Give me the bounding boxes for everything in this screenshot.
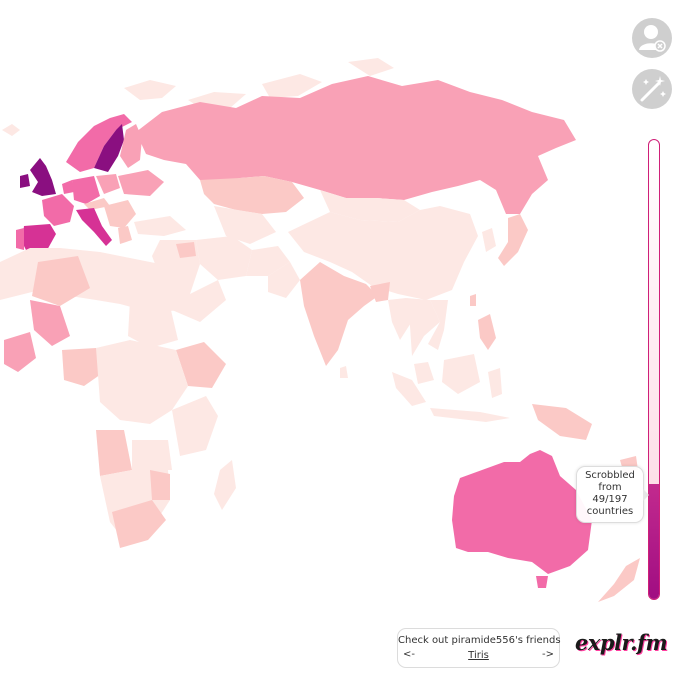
- country-france[interactable]: [42, 194, 74, 226]
- country-algeria[interactable]: [32, 256, 90, 306]
- country-norway[interactable]: [66, 114, 132, 172]
- country-china[interactable]: [288, 206, 478, 300]
- country-mali[interactable]: [30, 300, 70, 346]
- explr-fm-logo[interactable]: explr.fm: [573, 629, 671, 663]
- country-iceland[interactable]: [2, 124, 20, 136]
- country-portugal[interactable]: [16, 228, 24, 250]
- friends-next-button[interactable]: ->: [542, 649, 554, 660]
- tooltip-line-scrobbled: Scrobbled: [585, 470, 635, 481]
- country-afghanistan[interactable]: [246, 246, 290, 276]
- country-japan[interactable]: [498, 214, 528, 266]
- country-borneo[interactable]: [442, 354, 480, 394]
- country-central-asia[interactable]: [214, 206, 276, 244]
- country-severnaya[interactable]: [348, 58, 394, 76]
- friends-panel: Check out piramide556's friends <- Tiris…: [397, 628, 561, 668]
- country-balkans[interactable]: [104, 200, 136, 228]
- country-austria[interactable]: [84, 198, 110, 210]
- country-sulawesi[interactable]: [488, 368, 502, 398]
- tooltip-line-from: from: [598, 482, 622, 493]
- country-sweden[interactable]: [94, 124, 124, 172]
- magic-wand-button[interactable]: [632, 69, 672, 109]
- remove-user-button[interactable]: [632, 18, 672, 58]
- country-turkey[interactable]: [134, 216, 186, 236]
- country-papua[interactable]: [532, 404, 592, 440]
- country-zambia[interactable]: [132, 440, 172, 470]
- country-korea[interactable]: [482, 228, 496, 252]
- friends-prev-button[interactable]: <-: [403, 649, 415, 660]
- country-java[interactable]: [430, 408, 510, 422]
- magic-wand-icon: [640, 76, 666, 102]
- country-poland[interactable]: [96, 174, 120, 194]
- country-india[interactable]: [300, 262, 378, 366]
- scale-fill: [649, 484, 659, 599]
- country-taiwan[interactable]: [470, 294, 476, 306]
- scale-tooltip: Scrobbled from 49/197 countries: [576, 466, 649, 523]
- country-greece[interactable]: [118, 226, 132, 244]
- country-finland[interactable]: [120, 124, 142, 168]
- country-angola[interactable]: [96, 430, 132, 476]
- country-bangladesh[interactable]: [370, 282, 390, 302]
- country-east-africa[interactable]: [172, 396, 218, 456]
- country-sudan[interactable]: [128, 300, 178, 348]
- country-australia[interactable]: [452, 450, 592, 574]
- country-central-africa[interactable]: [96, 340, 188, 424]
- country-kazakhstan[interactable]: [200, 176, 304, 214]
- country-pakistan[interactable]: [268, 262, 300, 298]
- scrobble-scale-bar: [648, 139, 660, 600]
- country-germany[interactable]: [72, 176, 100, 204]
- country-ukraine[interactable]: [118, 170, 164, 196]
- country-mongolia[interactable]: [320, 190, 420, 222]
- country-tasmania[interactable]: [536, 576, 548, 588]
- country-west-africa[interactable]: [4, 332, 36, 372]
- country-uk[interactable]: [30, 158, 56, 196]
- country-indonesia-sumatra[interactable]: [392, 372, 426, 406]
- country-south-africa[interactable]: [112, 500, 166, 548]
- country-mozambique[interactable]: [150, 470, 170, 500]
- country-spain[interactable]: [22, 224, 56, 254]
- country-new-zealand[interactable]: [598, 558, 640, 602]
- country-russia[interactable]: [136, 76, 576, 214]
- country-sri-lanka[interactable]: [340, 366, 348, 378]
- user-remove-icon: [639, 25, 666, 52]
- tooltip-arrow: [643, 489, 649, 501]
- friend-name-link[interactable]: Tiris: [468, 650, 489, 661]
- country-iran[interactable]: [196, 236, 252, 280]
- country-thailand[interactable]: [406, 298, 440, 356]
- country-italy[interactable]: [76, 208, 112, 246]
- country-novaya-zemlya[interactable]: [262, 74, 322, 98]
- country-nigeria[interactable]: [62, 348, 104, 386]
- country-ireland[interactable]: [20, 174, 30, 188]
- country-arabia-iran-gulf[interactable]: [176, 242, 196, 258]
- tooltip-line-count: 49/197: [592, 494, 628, 505]
- country-vietnam[interactable]: [428, 300, 448, 350]
- country-netherlands[interactable]: [62, 180, 74, 194]
- friends-title: Check out piramide556's friends: [398, 635, 561, 646]
- country-madagascar[interactable]: [214, 460, 236, 510]
- country-philippines[interactable]: [478, 314, 496, 350]
- tooltip-line-countries: countries: [586, 506, 634, 517]
- country-ethiopia[interactable]: [176, 342, 226, 388]
- logo-text: explr.fm: [575, 630, 668, 655]
- country-svalbard[interactable]: [124, 80, 176, 100]
- country-malaysia[interactable]: [414, 362, 434, 384]
